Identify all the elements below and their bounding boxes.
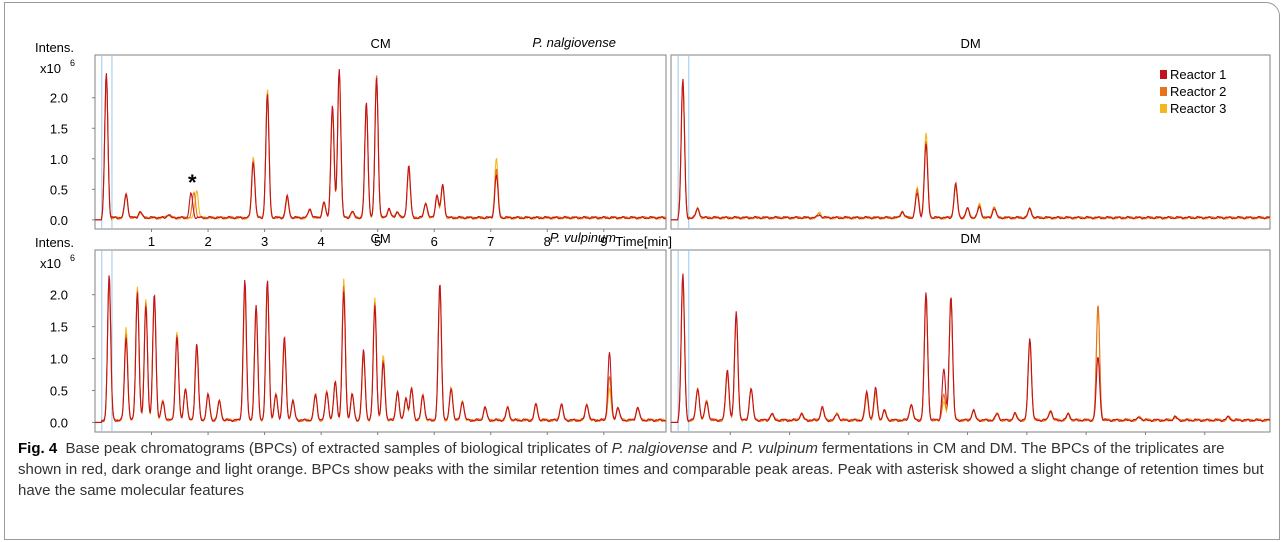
y-scale-label: x10 [40,256,61,271]
plot-area-frame [94,54,667,230]
figure-label: Fig. 4 [18,440,58,457]
legend-entry: Reactor 3 [1170,101,1226,116]
y-axis-label: Intens. [35,40,74,55]
caption-species-2: P. vulpinum [741,440,818,457]
x-tick-label: 8 [544,234,551,249]
series-line-reactor-2 [671,278,1271,423]
series-line-reactor-2 [95,71,667,221]
y-tick-label: 1.5 [50,320,68,335]
chart-panel-bottom-left: CM P. vulpinum Intens. x10 6 0.0 0.5 1.0 1.5 2.0 1… [35,230,667,435]
y-tick-label: 0.0 [50,213,68,228]
y-tick-label: 0.0 [50,415,68,430]
y-tick-label: 1.5 [50,121,68,136]
caption-species-1: P. nalgiovense [611,440,709,457]
x-tick-label: 1 [148,234,155,249]
y-tick-label: 2.0 [50,288,68,303]
plot-area-frame [670,54,1271,230]
caption-text-3: fermentations in CM and DM. The BPCs of … [18,440,1264,499]
legend-swatch [1160,87,1167,96]
legend-entry: Reactor 2 [1170,84,1226,99]
x-tick-label: 7 [487,234,494,249]
series-line-reactor-1 [95,68,667,221]
caption-text-1: Base peak chromatograms (BPCs) of extrac… [65,440,612,457]
plot-area-frame [94,249,667,433]
y-tick-label: 0.5 [50,383,68,398]
panel-title: CM [371,231,391,246]
legend-entry: Reactor 1 [1170,67,1226,82]
y-scale-exponent: 6 [70,253,75,263]
x-tick-label: 3 [261,234,268,249]
y-scale-label: x10 [40,61,61,76]
x-tick-label: 9 [600,234,607,249]
x-tick-label: 6 [431,234,438,249]
y-scale-exponent: 6 [70,58,75,68]
y-axis-label: Intens. [35,235,74,250]
asterisk-annotation: * [188,170,197,195]
y-tick-label: 2.0 [50,91,68,106]
x-tick-label: 5 [374,234,381,249]
y-tick-label: 1.0 [50,352,68,367]
legend-swatch [1160,70,1167,79]
organism-label: P. vulpinum [550,230,616,245]
series-line-reactor-3 [671,280,1271,423]
chart-panel-bottom-right: DM123456789Time[min] [670,231,1271,435]
chromatogram-figure: CM P. nalgiovense Intens. x10 6 0.0 0.5 1.0 1.5 2… [35,35,1271,435]
series-line-reactor-1 [671,273,1271,423]
series-line-reactor-3 [95,72,667,221]
panel-title: CM [371,36,391,51]
figure-caption: Fig. 4 Base peak chromatograms (BPCs) of… [18,438,1268,501]
caption-text-2: and [708,440,742,457]
organism-label: P. nalgiovense [532,35,616,50]
panel-title: DM [961,231,981,246]
y-tick-label: 1.0 [50,152,68,167]
plot-area-frame [670,249,1271,433]
x-tick-label: 2 [204,234,211,249]
legend-swatch [1160,104,1167,113]
chart-panel-top-right: DM Reactor 1 Reactor 2 Reactor 3 [670,36,1271,230]
x-axis-label: Time[min] [615,234,672,249]
figure-frame [4,2,1280,540]
series-line-reactor-1 [95,275,667,423]
series-line-reactor-1 [671,78,1271,221]
y-tick-label: 0.5 [50,182,68,197]
chart-panel-top-left: CM P. nalgiovense Intens. x10 6 0.0 0.5 1.0 1.5 2… [35,35,672,249]
x-tick-label: 4 [318,234,325,249]
panel-title: DM [961,36,981,51]
